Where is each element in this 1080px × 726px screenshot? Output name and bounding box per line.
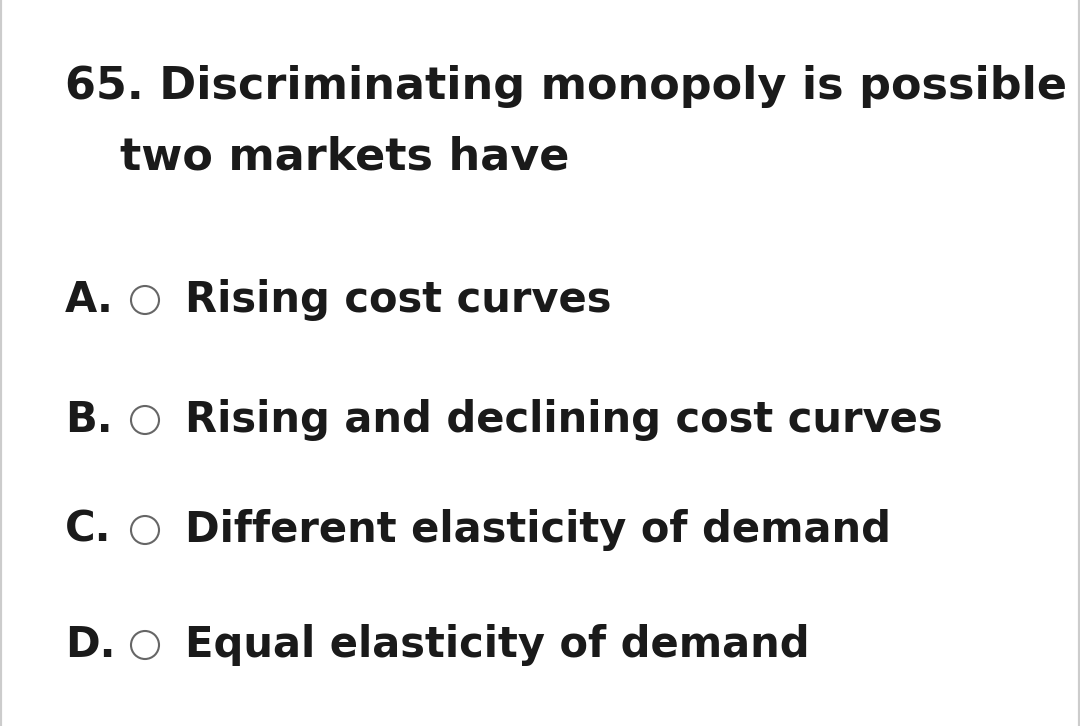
Text: two markets have: two markets have bbox=[120, 135, 569, 178]
Text: 65. Discriminating monopoly is possible if: 65. Discriminating monopoly is possible … bbox=[65, 65, 1080, 108]
Text: B.: B. bbox=[65, 399, 112, 441]
Text: D.: D. bbox=[65, 624, 116, 666]
Text: Rising cost curves: Rising cost curves bbox=[185, 279, 611, 321]
Text: C.: C. bbox=[65, 509, 111, 551]
Text: Equal elasticity of demand: Equal elasticity of demand bbox=[185, 624, 810, 666]
Text: Rising and declining cost curves: Rising and declining cost curves bbox=[185, 399, 943, 441]
Text: A.: A. bbox=[65, 279, 113, 321]
Text: Different elasticity of demand: Different elasticity of demand bbox=[185, 509, 891, 551]
